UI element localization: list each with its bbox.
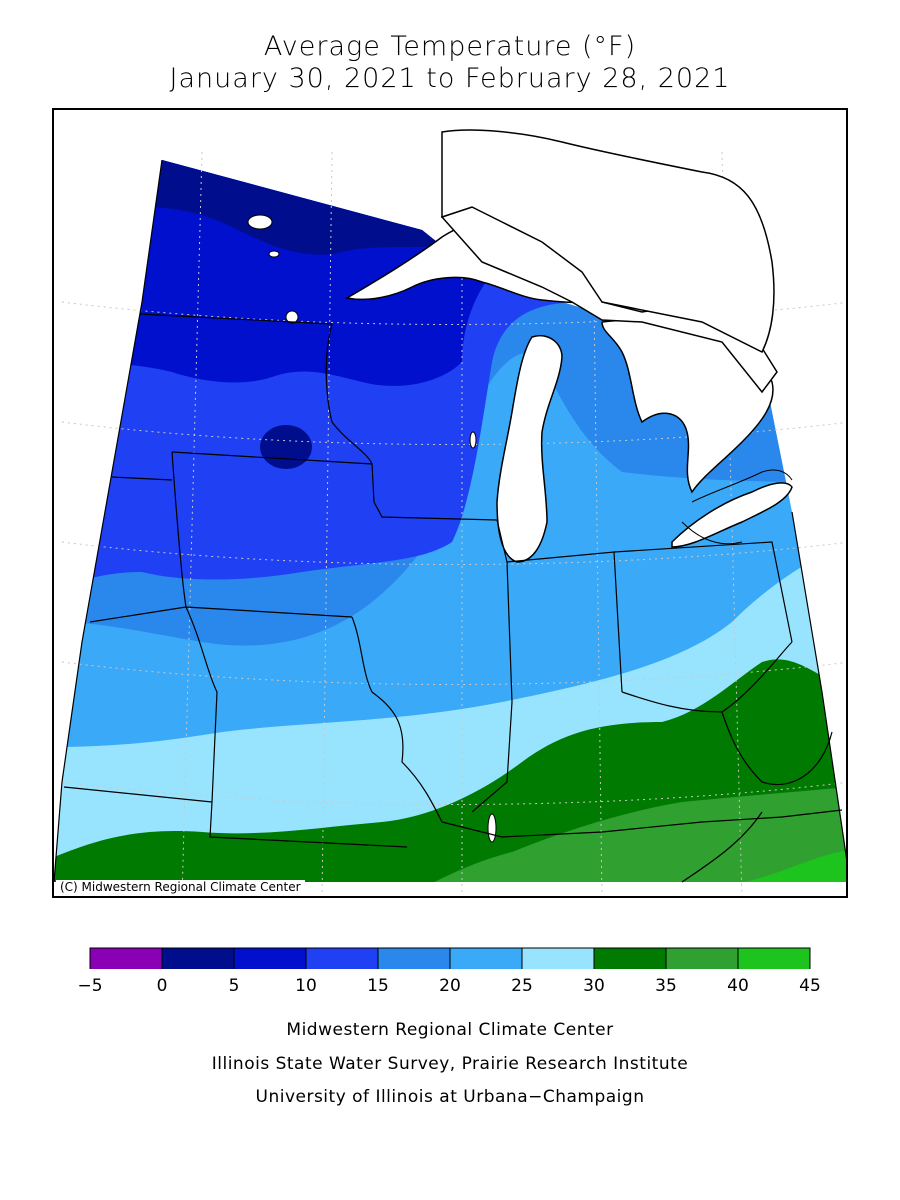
legend-colorbar (89, 947, 811, 969)
legend-swatch (305, 947, 379, 969)
map-title-line2: January 30, 2021 to February 28, 2021 (169, 63, 731, 94)
state-boundaries (54, 159, 846, 883)
legend-tick-label: 45 (799, 976, 821, 996)
legend-swatch (665, 947, 739, 969)
legend-swatch (233, 947, 307, 969)
legend-tick-label: 15 (367, 976, 389, 996)
legend-tick-label: −5 (77, 976, 103, 996)
cold-spot (260, 425, 312, 469)
legend-tick-label: 35 (655, 976, 677, 996)
legend-swatch (449, 947, 523, 969)
legend-tick-label: 40 (727, 976, 749, 996)
small-lakes (247, 214, 497, 843)
legend-swatch (161, 947, 235, 969)
legend-tick-label: 5 (228, 976, 240, 996)
map-title-line1: Average Temperature (°F) (263, 31, 637, 62)
legend-swatch (89, 947, 163, 969)
legend-swatch (521, 947, 595, 969)
credit-line-3: University of Illinois at Urbana−Champai… (255, 1087, 645, 1107)
map-canvas (54, 129, 846, 896)
band-0-5 (54, 160, 502, 255)
legend-tick-label: 0 (156, 976, 168, 996)
legend-tick-label: 20 (439, 976, 461, 996)
credit-line-2: Illinois State Water Survey, Prairie Res… (211, 1054, 689, 1074)
legend-swatch (737, 947, 811, 969)
great-lakes (344, 129, 793, 563)
credit-line-1: Midwestern Regional Climate Center (286, 1020, 614, 1040)
legend-tick-label: 10 (295, 976, 317, 996)
temperature-map: (C) Midwestern Regional Climate Center (52, 108, 848, 898)
legend-tick-label: 30 (583, 976, 605, 996)
legend-tick-label: 25 (511, 976, 533, 996)
legend-swatch (593, 947, 667, 969)
lake-michigan (496, 335, 563, 563)
legend-swatch (377, 947, 451, 969)
ontario-land (441, 129, 775, 354)
coastline-detail (681, 469, 793, 545)
copyright-label: (C) Midwestern Regional Climate Center (56, 880, 305, 894)
band-35-40 (402, 787, 846, 882)
lake-erie (671, 482, 793, 548)
